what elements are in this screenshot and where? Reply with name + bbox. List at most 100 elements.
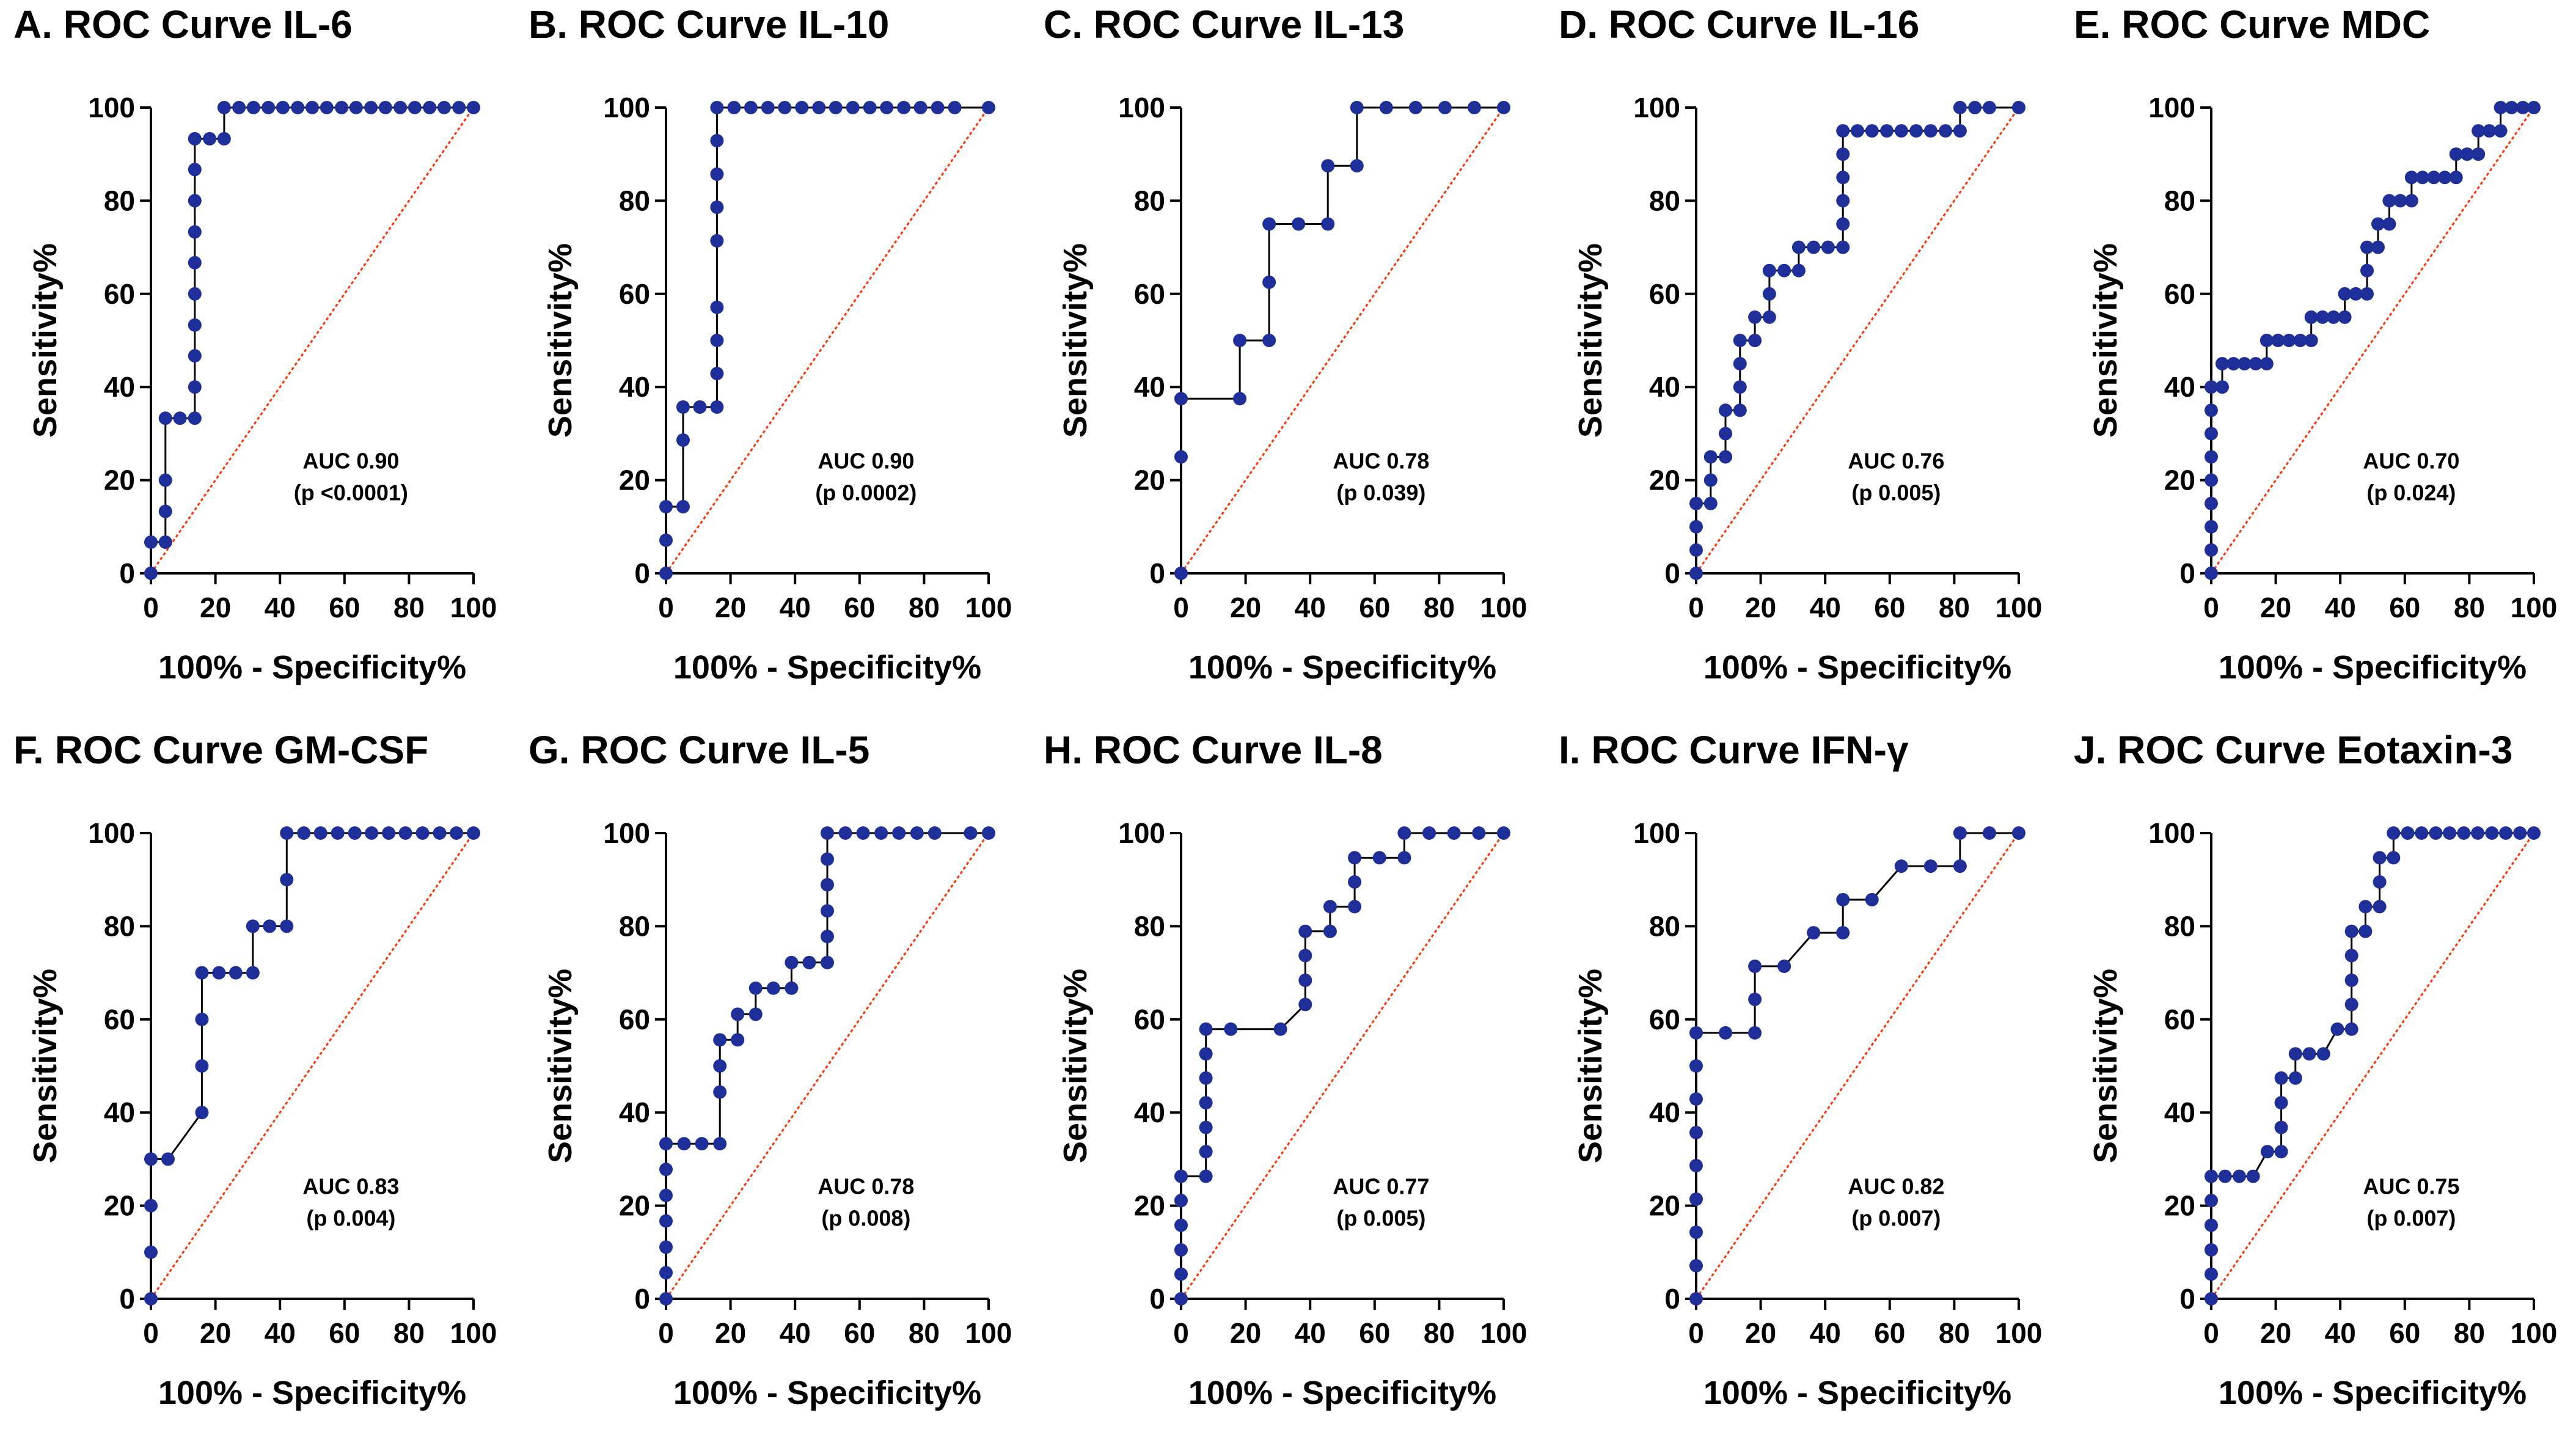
auc-label: AUC 0.70	[2363, 449, 2459, 474]
y-tick-label: 80	[1134, 185, 1165, 216]
reference-diagonal	[665, 832, 990, 1299]
x-tick-label: 0	[1688, 592, 1704, 623]
auc-label: AUC 0.78	[818, 1174, 914, 1199]
chart-title: I. ROC Curve IFN-γ	[1559, 728, 1909, 772]
roc-point	[2483, 124, 2497, 138]
x-tick-label: 40	[1295, 1317, 1326, 1349]
y-tick-label: 60	[2164, 278, 2195, 310]
roc-point	[1199, 1120, 1213, 1134]
roc-point	[731, 1007, 745, 1021]
roc-point	[2012, 826, 2025, 840]
x-tick-label: 20	[1230, 592, 1261, 623]
x-tick-label: 100	[1996, 592, 2043, 623]
x-tick-label: 20	[2260, 592, 2291, 623]
y-tick-label: 80	[619, 185, 650, 216]
roc-point	[280, 873, 294, 887]
x-tick-label: 100	[450, 1317, 497, 1349]
roc-point	[1348, 875, 1362, 889]
roc-chart: F. ROC Curve GM-CSF 0 20 40 60 80 100 0 20 40 60 80…	[13, 728, 497, 1411]
x-tick-label: 80	[393, 1317, 425, 1349]
roc-point	[748, 981, 763, 995]
x-tick-label: 100	[965, 592, 1012, 623]
x-tick-label: 20	[715, 1317, 746, 1349]
y-axis-title: Sensitivity%	[27, 243, 64, 438]
roc-point	[1836, 892, 1850, 906]
roc-point	[2485, 826, 2499, 840]
roc-point	[2274, 1071, 2288, 1085]
roc-point	[710, 334, 724, 347]
x-tick-label: 0	[2203, 1317, 2219, 1349]
roc-point	[1689, 1026, 1703, 1040]
roc-point	[2338, 287, 2352, 301]
x-tick-label: 60	[329, 1317, 360, 1349]
x-tick-label: 60	[844, 1317, 875, 1349]
auc-label: AUC 0.82	[1848, 1174, 1944, 1199]
roc-point	[659, 1266, 673, 1280]
y-tick-label: 20	[1649, 1190, 1680, 1222]
y-tick-label: 20	[1649, 465, 1680, 496]
roc-point	[2205, 520, 2218, 534]
roc-point	[467, 826, 480, 840]
roc-point	[1199, 1071, 1213, 1085]
y-tick-label: 80	[1649, 910, 1680, 942]
x-tick-label: 80	[909, 592, 940, 623]
roc-point	[1748, 993, 1762, 1007]
roc-point	[766, 981, 780, 995]
roc-point	[964, 826, 978, 840]
roc-point	[1323, 900, 1337, 914]
roc-point	[450, 826, 464, 840]
roc-point	[188, 349, 202, 363]
y-tick-label: 60	[104, 278, 135, 310]
roc-point	[1472, 826, 1486, 840]
roc-point	[710, 367, 724, 381]
roc-point	[1836, 147, 1850, 161]
roc-point	[1733, 380, 1747, 394]
y-tick-label: 100	[1118, 92, 1165, 123]
auc-label: AUC 0.76	[1848, 449, 1944, 474]
x-tick-label: 60	[844, 592, 875, 623]
roc-point	[1748, 334, 1762, 347]
roc-point	[821, 826, 834, 840]
roc-point	[158, 535, 172, 549]
roc-point	[659, 567, 673, 580]
y-tick-label: 20	[2164, 465, 2195, 496]
x-tick-label: 100	[2511, 592, 2558, 623]
x-tick-label: 40	[265, 1317, 296, 1349]
roc-point	[2429, 826, 2443, 840]
roc-point	[348, 826, 362, 840]
roc-point	[713, 1033, 727, 1047]
roc-point	[856, 826, 870, 840]
roc-point	[2238, 357, 2252, 371]
roc-point	[2271, 334, 2285, 347]
roc-point	[2387, 826, 2401, 840]
roc-point	[1467, 101, 1481, 114]
roc-point	[710, 101, 724, 114]
roc-point	[2274, 1120, 2288, 1134]
x-tick-label: 40	[1810, 1317, 1841, 1349]
roc-point	[1689, 1059, 1703, 1073]
roc-point	[821, 878, 834, 892]
roc-point	[713, 1059, 727, 1073]
chart-title: J. ROC Curve Eotaxin-3	[2074, 728, 2512, 772]
roc-point	[1821, 240, 1835, 254]
roc-point	[785, 981, 799, 995]
roc-point	[2401, 826, 2415, 840]
roc-point	[1953, 101, 1967, 114]
roc-point	[748, 1007, 763, 1021]
roc-point	[676, 433, 690, 447]
roc-point	[262, 101, 276, 114]
roc-point	[1807, 926, 1821, 940]
roc-point	[863, 101, 877, 114]
roc-point	[188, 411, 202, 425]
roc-point	[659, 1292, 673, 1306]
roc-point	[1199, 1169, 1213, 1183]
roc-point	[821, 930, 834, 944]
roc-point	[1791, 263, 1806, 277]
roc-point	[1733, 357, 1747, 371]
x-tick-label: 0	[1173, 1317, 1189, 1349]
roc-point	[1438, 101, 1452, 114]
y-tick-label: 40	[1134, 371, 1165, 403]
roc-point	[2344, 973, 2358, 987]
roc-point	[1953, 124, 1967, 138]
roc-point	[1298, 997, 1312, 1012]
